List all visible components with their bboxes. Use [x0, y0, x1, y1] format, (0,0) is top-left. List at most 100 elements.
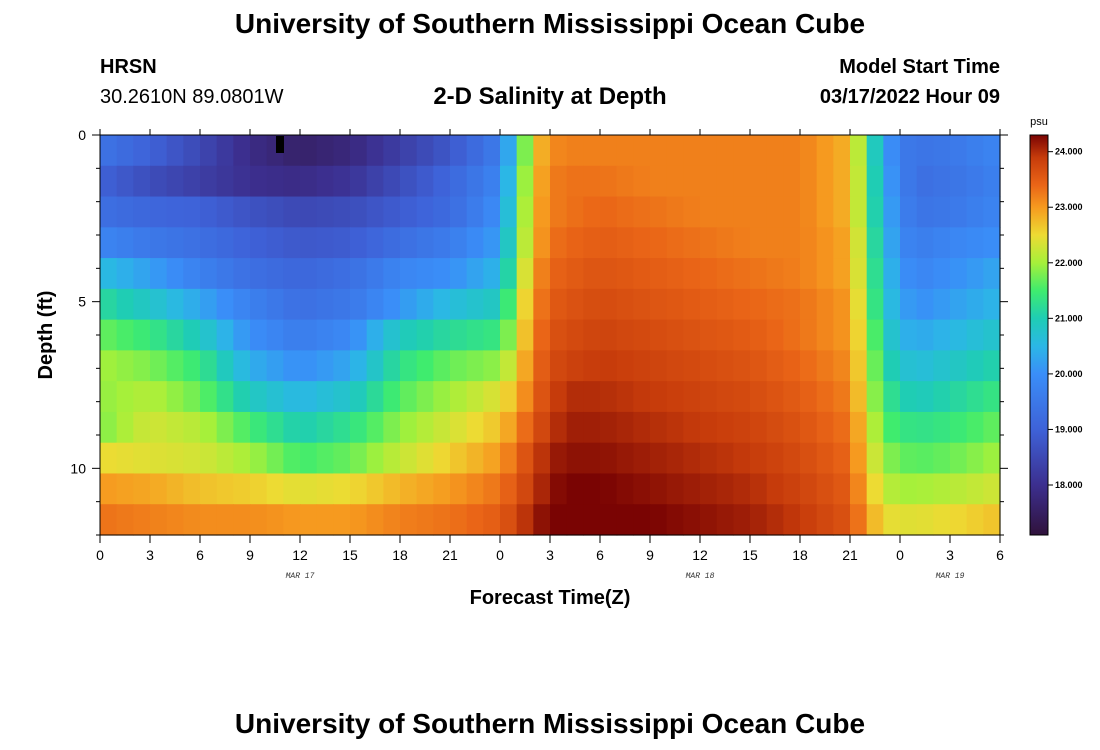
heatmap-cell: [950, 165, 968, 198]
heatmap-cell: [300, 381, 318, 413]
heatmap-cell: [800, 411, 818, 444]
heatmap-cell: [366, 288, 384, 321]
heatmap-cell: [916, 319, 934, 351]
heatmap-cell: [350, 504, 368, 536]
heatmap-cell: [466, 350, 484, 382]
heatmap-cell: [933, 350, 951, 382]
heatmap-cell: [683, 350, 701, 382]
heatmap-cell: [666, 227, 684, 259]
x-axis-label: Forecast Time(Z): [470, 587, 631, 609]
heatmap-cell: [233, 473, 251, 505]
heatmap-cell: [500, 258, 518, 290]
heatmap-cell: [833, 504, 851, 536]
heatmap-cell: [966, 381, 984, 413]
heatmap-cell: [583, 196, 601, 228]
heatmap-cell: [783, 258, 801, 290]
heatmap-cell: [466, 135, 484, 167]
heatmap-cell: [750, 411, 768, 444]
heatmap-cell: [266, 288, 284, 321]
heatmap-cell: [416, 411, 434, 444]
heatmap-cell: [533, 258, 551, 290]
heatmap-cell: [350, 350, 368, 382]
heatmap-cell: [500, 288, 518, 321]
heatmap-cell: [100, 288, 118, 321]
heatmap-cell: [450, 504, 468, 536]
heatmap-cell: [816, 196, 834, 228]
heatmap-cell: [883, 504, 901, 536]
x-tick-label: 12: [692, 547, 708, 563]
heatmap-cell: [483, 165, 501, 198]
heatmap-cell: [933, 411, 951, 444]
heatmap-cell: [116, 258, 134, 290]
heatmap-cell: [766, 165, 784, 198]
colorbar-tick-label: 22.000: [1055, 258, 1083, 268]
heatmap-cell: [733, 165, 751, 198]
heatmap-cell: [533, 288, 551, 321]
heatmap-cell: [166, 165, 184, 198]
station-coordinates: 30.2610N 89.0801W: [100, 86, 284, 108]
heatmap-cell: [733, 135, 751, 167]
heatmap-cell: [933, 381, 951, 413]
heatmap-cell: [700, 504, 718, 536]
chart-title: 2-D Salinity at Depth: [433, 83, 667, 110]
heatmap-cell: [733, 227, 751, 259]
heatmap-cell: [400, 442, 418, 475]
heatmap-cell: [266, 411, 284, 444]
heatmap-cell: [733, 350, 751, 382]
heatmap-cell: [866, 381, 884, 413]
heatmap-cell: [583, 258, 601, 290]
heatmap-cell: [550, 504, 568, 536]
heatmap-cell: [850, 350, 868, 382]
x-tick-label: 6: [996, 547, 1004, 563]
heatmap-cells: [100, 135, 1001, 536]
heatmap-cell: [383, 196, 401, 228]
heatmap-cell: [716, 227, 734, 259]
heatmap-cell: [850, 165, 868, 198]
heatmap-cell: [916, 411, 934, 444]
heatmap-cell: [750, 381, 768, 413]
x-tick-label: 18: [792, 547, 808, 563]
heatmap-cell: [816, 411, 834, 444]
heatmap-cell: [100, 442, 118, 475]
heatmap-cell: [633, 288, 651, 321]
heatmap-cell: [833, 319, 851, 351]
heatmap-cell: [600, 227, 618, 259]
heatmap-cell: [283, 411, 301, 444]
heatmap-cell: [316, 165, 334, 198]
heatmap-cell: [883, 411, 901, 444]
heatmap-cell: [466, 442, 484, 475]
heatmap-cell: [766, 196, 784, 228]
heatmap-cell: [133, 288, 151, 321]
heatmap-cell: [650, 288, 668, 321]
heatmap-cell: [933, 227, 951, 259]
heatmap-cell: [183, 350, 201, 382]
heatmap-cell: [200, 135, 218, 167]
heatmap-cell: [400, 381, 418, 413]
heatmap-cell: [483, 442, 501, 475]
heatmap-cell: [716, 288, 734, 321]
heatmap-cell: [350, 288, 368, 321]
heatmap-cell: [216, 288, 234, 321]
heatmap-cell: [716, 504, 734, 536]
heatmap-cell: [233, 442, 251, 475]
heatmap-cell: [416, 442, 434, 475]
heatmap-cell: [750, 350, 768, 382]
x-axis: 0 3 6 9 12 15 18 21 0 3 6 9 12 15 18 21 0 3 6 MAR 17 MAR 18 M…: [96, 129, 1004, 581]
heatmap-cell: [900, 411, 918, 444]
y-tick-label: 0: [78, 127, 86, 143]
heatmap-cell: [416, 196, 434, 228]
heatmap-cell: [200, 227, 218, 259]
heatmap-cell: [616, 165, 634, 198]
heatmap-cell: [650, 258, 668, 290]
heatmap-cell: [200, 411, 218, 444]
heatmap-cell: [100, 411, 118, 444]
heatmap-cell: [733, 381, 751, 413]
heatmap-cell: [766, 258, 784, 290]
heatmap-cell: [466, 381, 484, 413]
heatmap-cell: [833, 135, 851, 167]
heatmap-cell: [250, 350, 268, 382]
heatmap-cell: [816, 473, 834, 505]
heatmap-cell: [566, 319, 584, 351]
heatmap-cell: [666, 473, 684, 505]
heatmap-cell: [333, 350, 351, 382]
